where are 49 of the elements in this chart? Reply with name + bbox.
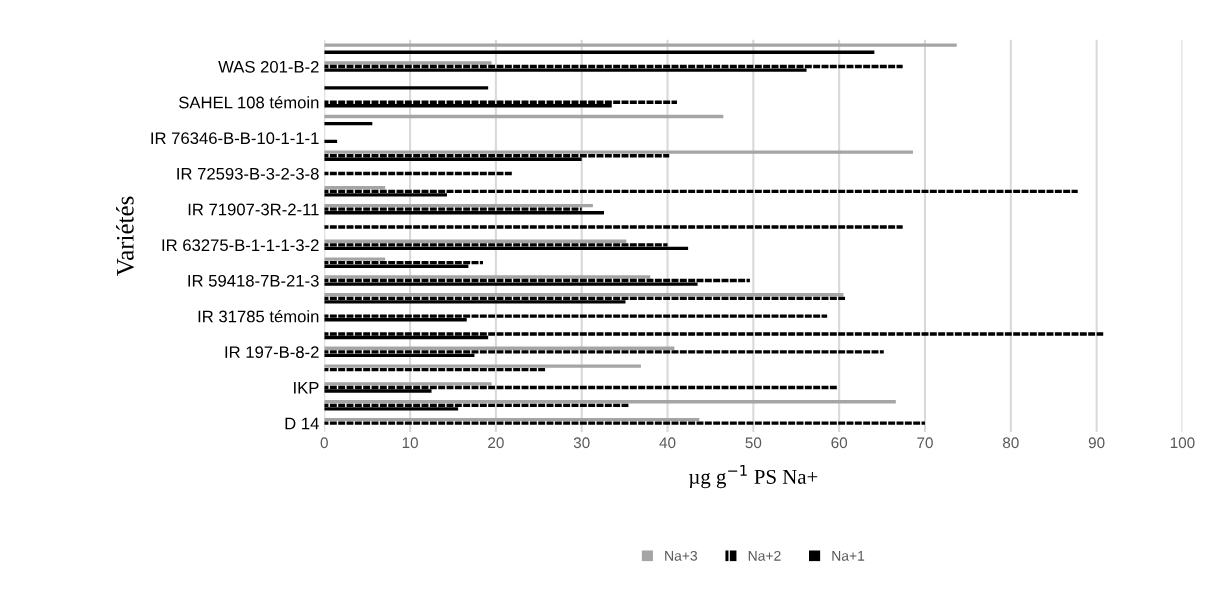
y-tick-label: WAS 201-B-2 xyxy=(218,60,319,73)
y-tick-label: D 14 xyxy=(285,417,319,430)
bar xyxy=(324,193,447,197)
y-tick-label: IR 76346-B-B-10-1-1-1 xyxy=(151,132,319,145)
bar xyxy=(324,257,386,261)
bar xyxy=(324,282,698,286)
bar xyxy=(324,150,913,154)
x-tick-label: 70 xyxy=(917,437,933,449)
x-tick-label: 10 xyxy=(402,437,418,449)
legend-label: Na+2 xyxy=(748,550,781,561)
y-tick-label: IR 63275-B-1-1-1-3-2 xyxy=(162,239,319,252)
bar xyxy=(324,300,626,304)
y-tick-label: SAHEL 108 témoin xyxy=(179,95,319,109)
bar xyxy=(324,421,925,425)
y-tick-label: IR 72593-B-3-2-3-8 xyxy=(177,167,319,180)
bar xyxy=(324,86,489,90)
x-tick-label: 60 xyxy=(831,437,848,449)
bar xyxy=(324,100,677,104)
bar xyxy=(324,407,459,411)
bar xyxy=(324,243,668,247)
bar xyxy=(324,332,1104,336)
bar xyxy=(324,43,957,47)
bar xyxy=(324,314,828,318)
bar xyxy=(324,68,807,72)
x-tick-label: 80 xyxy=(1002,437,1019,449)
bar xyxy=(324,207,582,211)
y-tick-label: IR 197-B-8-2 xyxy=(225,346,319,359)
y-axis-title: Variétés xyxy=(116,196,134,276)
bar xyxy=(324,364,641,368)
x-axis-title: µg g$^{−1}$ PS Na+ xyxy=(689,465,818,489)
bar xyxy=(324,225,903,229)
x-tick-label: 40 xyxy=(659,437,676,449)
x-tick-label: 50 xyxy=(745,437,762,449)
x-tick-label: 100 xyxy=(1170,437,1195,449)
bar xyxy=(324,350,884,354)
bar xyxy=(324,275,651,279)
y-tick-label: IR 71907-3R-2-11 xyxy=(188,203,319,216)
legend-label: Na+1 xyxy=(832,551,865,561)
x-tick-label: 20 xyxy=(488,437,504,449)
bar xyxy=(324,61,492,65)
y-tick-label: IR 31785 témoin xyxy=(198,309,319,323)
x-tick-label: 0 xyxy=(320,437,328,449)
x-tick-label: 30 xyxy=(573,437,590,449)
legend-label: Na+3 xyxy=(665,550,698,561)
bar xyxy=(324,382,492,386)
x-tick-label: 90 xyxy=(1088,437,1105,449)
bar xyxy=(324,389,432,393)
y-tick-label: IKP xyxy=(294,382,319,394)
y-tick-label: IR 59418-7B-21-3 xyxy=(188,274,319,287)
